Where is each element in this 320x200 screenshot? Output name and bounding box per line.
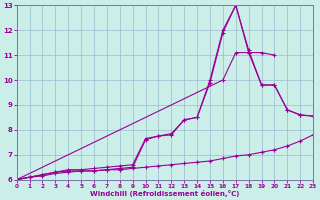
X-axis label: Windchill (Refroidissement éolien,°C): Windchill (Refroidissement éolien,°C) bbox=[90, 190, 240, 197]
